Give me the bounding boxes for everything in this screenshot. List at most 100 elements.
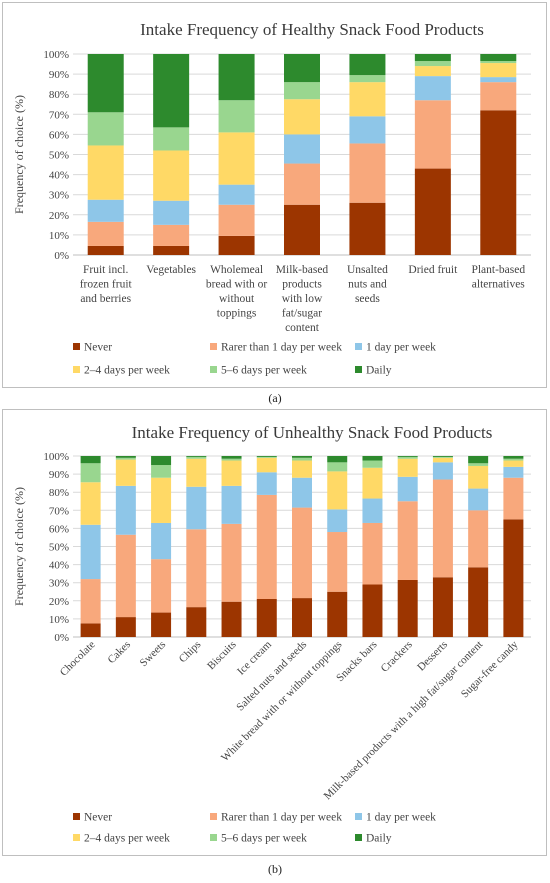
bar-segment-never xyxy=(80,623,101,637)
bar-segment-never xyxy=(503,519,524,637)
bar-segment-2-4-days-per-week xyxy=(480,63,517,78)
bar-segment-5-6-days-per-week xyxy=(432,456,453,458)
y-axis-label: Frequency of choice (%) xyxy=(12,95,26,214)
x-category-label: Cakes xyxy=(105,639,132,666)
legend-swatch xyxy=(355,366,362,373)
bar-segment-daily xyxy=(503,456,524,459)
bar-segment-5-6-days-per-week xyxy=(284,82,320,100)
bar-segment-daily xyxy=(414,54,451,62)
bar-segment-rarer-than-1-day-per-week xyxy=(362,522,383,585)
bar-segment-5-6-days-per-week xyxy=(327,462,348,472)
legend-label: Daily xyxy=(366,833,392,845)
legend-swatch xyxy=(210,366,217,373)
unhealthy-snacks-chart-panel: Intake Frequency of Unhealthy Snack Food… xyxy=(2,409,547,856)
bar-segment-rarer-than-1-day-per-week xyxy=(151,559,172,613)
caption-a: (a) xyxy=(268,391,282,405)
legend-swatch xyxy=(210,834,217,841)
x-category-label: Unsalted nuts and seeds xyxy=(347,264,388,305)
bar-segment-rarer-than-1-day-per-week xyxy=(503,477,524,520)
bar-segment-2-4-days-per-week xyxy=(284,99,320,135)
x-category-label: Plant-based alternatives xyxy=(471,264,525,291)
x-category-label: Wholemeal bread with or without toppings xyxy=(206,264,267,320)
legend-label: Daily xyxy=(366,365,392,377)
bar-segment-2-4-days-per-week xyxy=(115,459,136,486)
bar-segment-rarer-than-1-day-per-week xyxy=(414,100,451,169)
bar-segment-rarer-than-1-day-per-week xyxy=(87,221,124,246)
legend-swatch xyxy=(210,813,217,820)
bar-segment-daily xyxy=(218,54,255,101)
bar-segment-1-day-per-week xyxy=(503,466,524,478)
bar-segment-never xyxy=(153,245,190,255)
bar-segment-2-4-days-per-week xyxy=(256,457,277,473)
bar-segment-5-6-days-per-week xyxy=(362,460,383,468)
legend-label: 2–4 days per week xyxy=(84,833,170,845)
bar-segment-1-day-per-week xyxy=(362,498,383,523)
bar-segment-2-4-days-per-week xyxy=(327,471,348,510)
y-tick-label: 60% xyxy=(49,129,69,141)
bar-segment-rarer-than-1-day-per-week xyxy=(153,224,190,246)
bar-segment-5-6-days-per-week xyxy=(480,61,517,64)
x-category-label: Fruit incl. frozen fruit and berries xyxy=(80,264,133,305)
bar-segment-5-6-days-per-week xyxy=(349,75,386,83)
healthy-snacks-chart: Intake Frequency of Healthy Snack Food P… xyxy=(12,20,531,377)
y-tick-label: 90% xyxy=(49,69,69,81)
bar-segment-rarer-than-1-day-per-week xyxy=(80,579,101,624)
y-tick-label: 10% xyxy=(49,230,69,242)
y-tick-label: 0% xyxy=(54,250,69,262)
bar-segment-rarer-than-1-day-per-week xyxy=(115,534,136,618)
bar-segment-never xyxy=(186,607,207,637)
bar-segment-rarer-than-1-day-per-week xyxy=(349,143,386,203)
bar-segment-1-day-per-week xyxy=(432,462,453,480)
bar-segment-daily xyxy=(327,456,348,463)
y-axis-label: Frequency of choice (%) xyxy=(12,487,26,606)
bar-segment-never xyxy=(349,202,386,255)
y-tick-label: 40% xyxy=(49,170,69,182)
bar-segment-5-6-days-per-week xyxy=(292,457,312,461)
x-category-label: Vegetables xyxy=(146,264,196,276)
bar-segment-1-day-per-week xyxy=(284,134,320,164)
bar-segment-rarer-than-1-day-per-week xyxy=(292,507,312,599)
bar-segment-1-day-per-week xyxy=(349,116,386,144)
bar-segment-rarer-than-1-day-per-week xyxy=(221,523,242,602)
y-tick-label: 50% xyxy=(49,542,69,554)
bar-segment-never xyxy=(468,567,489,637)
y-tick-label: 20% xyxy=(49,596,69,608)
bar-segment-rarer-than-1-day-per-week xyxy=(397,501,418,580)
y-tick-label: 30% xyxy=(49,190,69,202)
bar-segment-2-4-days-per-week xyxy=(503,460,524,467)
bar-segment-daily xyxy=(256,456,277,457)
bar-segment-rarer-than-1-day-per-week xyxy=(468,510,489,568)
bar-segment-2-4-days-per-week xyxy=(80,482,101,525)
bar-segment-1-day-per-week xyxy=(256,472,277,495)
legend-label: 5–6 days per week xyxy=(221,833,307,845)
bar-segment-2-4-days-per-week xyxy=(349,82,386,117)
x-category-label: Desserts xyxy=(415,639,450,674)
legend-swatch xyxy=(355,834,362,841)
bar-segment-1-day-per-week xyxy=(327,509,348,533)
legend-label: 5–6 days per week xyxy=(221,365,307,377)
bar-segment-rarer-than-1-day-per-week xyxy=(327,532,348,592)
y-tick-label: 100% xyxy=(43,451,69,463)
x-category-label: Sweets xyxy=(138,639,169,670)
bar-segment-5-6-days-per-week xyxy=(186,456,207,459)
legend-swatch xyxy=(210,343,217,350)
bar-segment-1-day-per-week xyxy=(468,488,489,511)
bar-segment-2-4-days-per-week xyxy=(218,132,255,185)
legend-swatch xyxy=(73,366,80,373)
y-tick-label: 0% xyxy=(54,632,69,644)
bar-segment-5-6-days-per-week xyxy=(218,100,255,133)
bar-segment-1-day-per-week xyxy=(80,524,101,580)
bar-segment-2-4-days-per-week xyxy=(221,460,242,486)
bar-segment-1-day-per-week xyxy=(87,199,124,222)
x-category-label: Crackers xyxy=(379,639,415,675)
legend-label: Rarer than 1 day per week xyxy=(221,812,342,824)
bar-segment-5-6-days-per-week xyxy=(115,457,136,460)
y-tick-label: 90% xyxy=(49,469,69,481)
y-tick-label: 70% xyxy=(49,505,69,517)
x-category-label: Milk-based products with low fat/sugar conte… xyxy=(276,264,329,334)
bar-segment-2-4-days-per-week xyxy=(153,150,190,201)
bar-segment-1-day-per-week xyxy=(115,485,136,535)
bar-segment-2-4-days-per-week xyxy=(186,458,207,487)
bar-segment-1-day-per-week xyxy=(397,476,418,502)
bar-segment-5-6-days-per-week xyxy=(468,463,489,466)
